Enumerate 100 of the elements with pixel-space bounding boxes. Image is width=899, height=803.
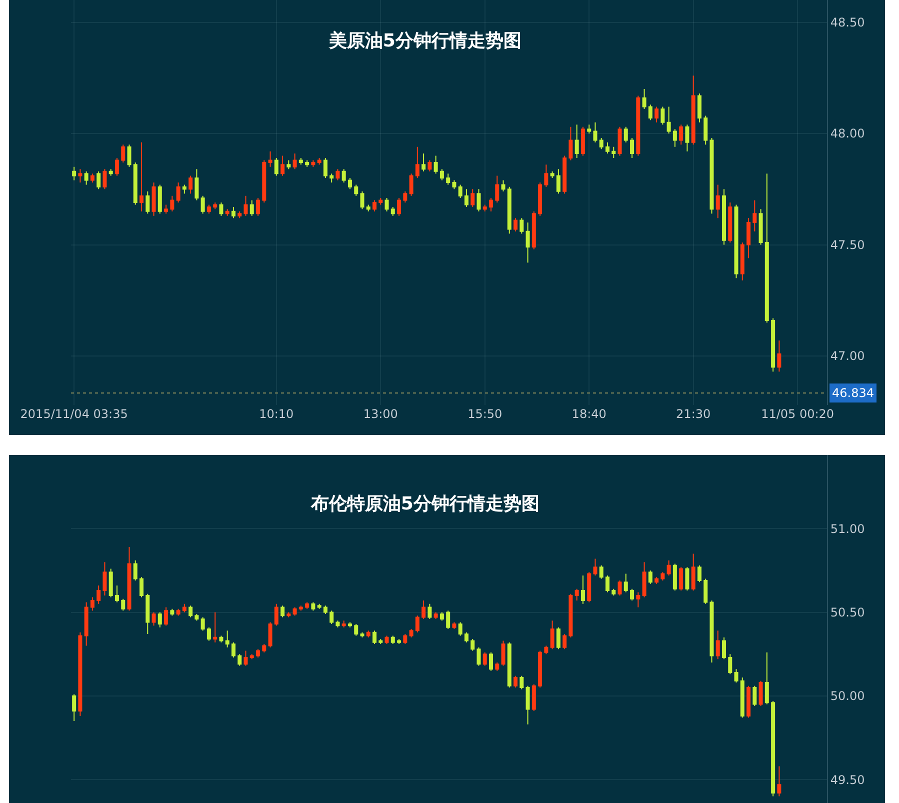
- candlestick: [274, 157, 278, 176]
- candlestick: [342, 168, 346, 183]
- candlestick: [452, 180, 456, 190]
- candlestick: [121, 144, 126, 163]
- candlestick: [409, 628, 414, 638]
- candlestick: [311, 160, 316, 168]
- candlestick: [771, 700, 776, 797]
- candlestick: [458, 622, 462, 636]
- candlestick: [262, 160, 266, 203]
- candlestick: [618, 580, 622, 596]
- candlestick: [544, 645, 548, 655]
- candlestick: [624, 573, 628, 593]
- candlestick: [716, 184, 720, 219]
- candlestick: [440, 168, 444, 181]
- candlestick: [562, 634, 567, 650]
- candlestick: [200, 195, 205, 214]
- candlestick: [704, 115, 708, 146]
- candlestick: [666, 106, 671, 134]
- candlestick: [587, 124, 592, 134]
- candlestick: [495, 175, 500, 203]
- candlestick: [280, 155, 285, 176]
- ref-line-label: 46.834: [832, 386, 874, 400]
- candlestick: [317, 157, 322, 166]
- candlestick: [146, 593, 150, 635]
- candlestick: [360, 190, 364, 210]
- candlestick: [526, 222, 530, 264]
- candlestick: [292, 153, 297, 170]
- candlestick: [102, 168, 107, 190]
- candlestick: [526, 685, 530, 725]
- candlestick: [630, 588, 634, 602]
- candlestick: [188, 605, 193, 618]
- candlestick: [244, 650, 248, 666]
- y-tick-label: 47.50: [830, 238, 865, 252]
- candlestick: [164, 606, 168, 626]
- candlestick: [722, 636, 726, 660]
- candlestick: [501, 180, 506, 192]
- candlestick: [495, 662, 500, 672]
- candlestick: [556, 626, 560, 650]
- candlestick: [378, 198, 383, 206]
- candlestick: [520, 218, 524, 234]
- candlestick: [323, 605, 328, 614]
- candlestick: [140, 576, 144, 598]
- candlestick: [403, 634, 408, 645]
- candlestick: [685, 124, 690, 152]
- candlestick: [612, 146, 616, 158]
- candlestick: [446, 610, 450, 630]
- candlestick: [434, 612, 438, 620]
- y-tick-label: 48.50: [830, 15, 865, 30]
- candlestick: [482, 204, 487, 212]
- candlestick: [152, 612, 156, 626]
- candlestick: [384, 635, 389, 645]
- candlestick: [568, 126, 573, 161]
- candlestick: [470, 638, 475, 652]
- candlestick: [102, 562, 107, 596]
- candlestick: [188, 175, 193, 194]
- candlestick: [90, 173, 94, 183]
- candlestick: [176, 182, 180, 203]
- candlestick: [78, 632, 82, 716]
- candlestick: [428, 603, 432, 620]
- candlestick: [654, 576, 659, 584]
- x-tick-label: 15:50: [468, 407, 502, 421]
- candlestick: [274, 603, 278, 626]
- candlestick: [133, 560, 138, 581]
- candlestick: [206, 626, 211, 642]
- candlestick: [532, 210, 536, 250]
- candlestick: [482, 652, 487, 666]
- candlestick: [771, 318, 776, 372]
- candlestick: [194, 168, 199, 201]
- candlestick: [746, 685, 751, 718]
- candlestick: [114, 157, 119, 176]
- candlestick: [458, 184, 462, 199]
- candlestick: [446, 173, 450, 186]
- candlestick: [140, 142, 144, 212]
- candlestick: [624, 126, 628, 143]
- candlestick: [176, 608, 180, 616]
- candlestick: [170, 608, 174, 616]
- text: 美原油5分钟行情走势图: [328, 30, 522, 52]
- candlestick: [716, 630, 720, 660]
- candlestick: [605, 574, 610, 593]
- candlestick: [728, 654, 732, 675]
- candlestick: [562, 155, 567, 194]
- candlestick: [158, 184, 162, 214]
- candlestick: [593, 122, 598, 143]
- candlestick: [317, 603, 322, 610]
- candlestick: [740, 242, 744, 281]
- candlestick: [206, 204, 211, 214]
- candlestick: [372, 200, 377, 212]
- candlestick: [354, 623, 358, 636]
- candlestick: [372, 630, 377, 645]
- candlestick: [574, 124, 579, 158]
- candlestick: [311, 602, 316, 612]
- candlestick: [90, 596, 94, 612]
- candlestick: [580, 126, 585, 156]
- candlestick: [78, 168, 82, 183]
- candlestick: [514, 675, 518, 688]
- candlestick: [428, 160, 432, 172]
- candlestick: [268, 150, 272, 168]
- candlestick: [96, 170, 101, 190]
- candlestick: [704, 578, 708, 604]
- candlestick: [636, 95, 640, 156]
